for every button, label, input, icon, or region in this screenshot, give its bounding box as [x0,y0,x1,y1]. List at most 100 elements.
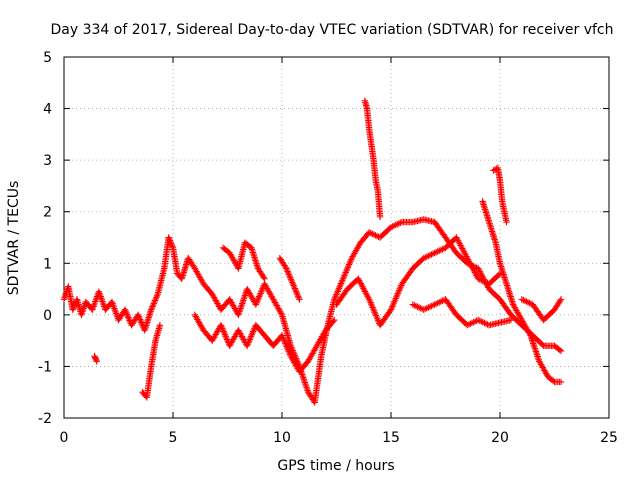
data-point [392,221,399,229]
data-point [292,286,299,294]
data-point [287,274,294,281]
y-tick-label: -1 [38,359,52,375]
data-point [134,311,142,319]
data-point [475,316,482,324]
data-point [431,301,438,308]
data-point [169,243,176,250]
data-point [70,305,77,312]
data-point [296,296,303,303]
data-points [60,97,565,406]
data-point [428,302,435,310]
data-point [291,283,298,291]
x-tick-labels: 0 5 10 15 20 25 [60,430,618,446]
x-axis-label: GPS time / hours [277,458,394,474]
x-tick-label: 0 [60,430,69,446]
data-point [526,299,533,307]
data-point [432,249,440,256]
data-point [436,247,443,254]
data-point [426,251,434,259]
data-point [287,276,295,283]
data-point [436,299,443,306]
axis-ticks [63,56,610,419]
data-point [149,303,156,310]
data-point [417,305,424,312]
data-point [556,346,563,354]
data-point [507,316,515,324]
data-point [125,314,132,321]
data-point [295,294,302,302]
data-point [290,282,297,289]
data-point [426,303,434,310]
data-point [429,250,437,257]
data-point [138,319,145,326]
data-point [367,229,374,237]
data-point [149,301,157,309]
data-point [153,294,160,301]
data-point [285,269,292,277]
data-point [409,301,416,308]
data-point [411,302,418,309]
data-point [394,221,401,228]
data-point [71,302,78,309]
data-point [330,318,337,325]
data-point [526,330,533,338]
y-tick-label: 3 [43,153,52,169]
data-point [423,305,431,312]
data-point [387,223,395,231]
data-point [467,320,474,327]
data-point [437,246,445,254]
data-point [465,321,473,328]
data-point [148,306,155,313]
data-point [422,305,429,313]
x-tick-label: 5 [169,430,178,446]
data-point [437,298,445,305]
data-point [478,318,485,325]
data-point [549,377,557,385]
data-point [479,319,487,326]
data-point [261,275,268,282]
data-point [478,277,485,284]
data-point [283,265,290,272]
data-point [439,246,446,253]
data-point [476,317,483,324]
y-tick-label: 1 [43,256,52,272]
data-point [557,296,565,303]
data-point [294,293,302,300]
data-point [165,234,172,241]
data-point [428,251,435,258]
data-point [260,274,267,281]
data-point [481,319,488,327]
data-point [366,229,373,236]
data-point [481,278,488,285]
chart-title: Day 334 of 2017, Sidereal Day-to-day VTE… [50,22,613,38]
data-point [425,252,432,260]
data-point [395,220,402,227]
data-point [475,275,482,282]
data-point [294,291,301,298]
y-tick-label: 2 [43,205,52,221]
data-point [412,302,420,310]
data-point [292,288,300,295]
data-point [431,249,438,257]
data-point [166,235,173,243]
data-point [151,297,159,304]
data-point [283,266,291,274]
data-point [135,313,142,320]
data-point [121,306,129,313]
data-point [93,358,100,365]
data-point [153,292,161,299]
data-point [557,347,565,355]
data-point [397,219,404,226]
data-point [167,240,175,247]
data-point [422,254,429,261]
y-tick-label: 4 [43,102,52,118]
data-point [523,298,530,305]
data-point [288,277,295,285]
data-point [423,253,431,260]
data-point [123,311,131,318]
data-point [289,280,297,288]
data-point [518,296,525,303]
data-point [151,298,158,306]
data-point [123,309,130,316]
